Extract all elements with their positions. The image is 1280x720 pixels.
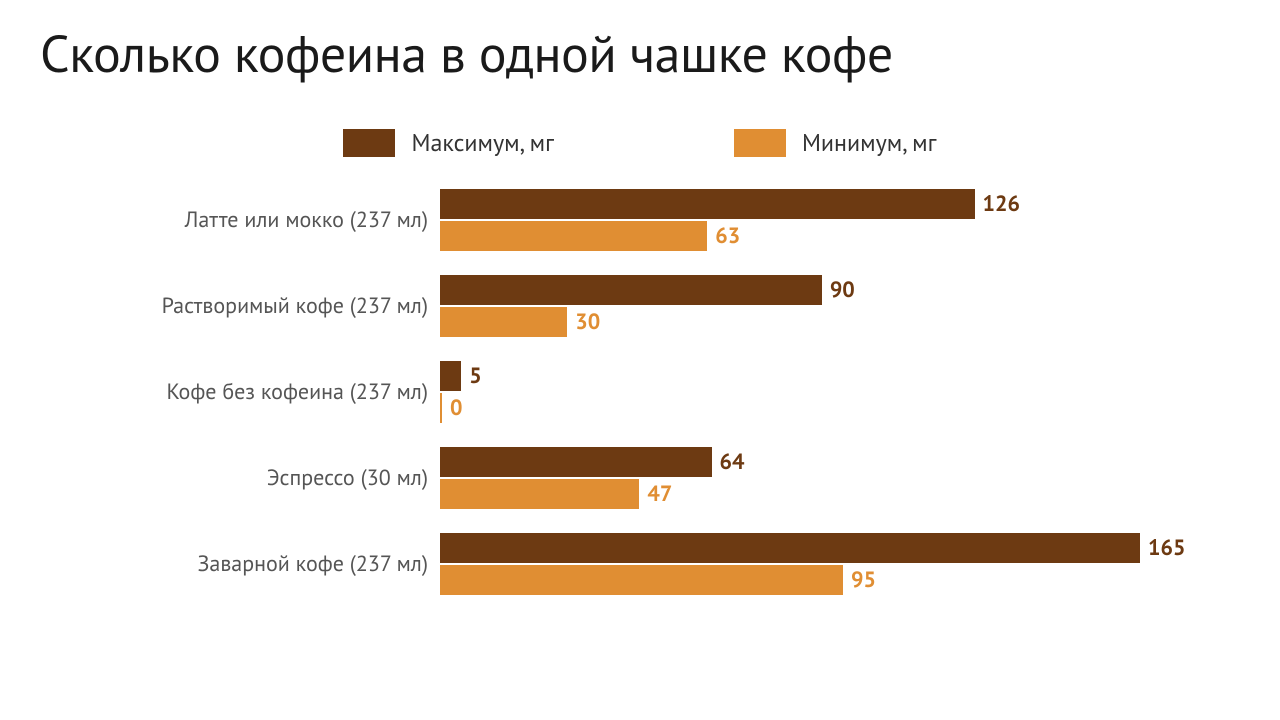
category-label: Растворимый кофе (237 мл) [60, 292, 440, 320]
bars-group: 165 95 [440, 532, 1240, 596]
chart-title: Сколько кофеина в одной чашке кофе [40, 20, 1240, 87]
bar-value-min: 30 [575, 308, 600, 336]
chart-row: Латте или мокко (237 мл) 126 63 [60, 188, 1240, 252]
category-label: Латте или мокко (237 мл) [60, 206, 440, 234]
bar-min [440, 393, 442, 423]
legend-swatch-min [734, 129, 786, 157]
bar-value-max: 126 [983, 190, 1020, 218]
legend: Максимум, мг Минимум, мг [40, 127, 1240, 158]
legend-label-max: Максимум, мг [411, 127, 553, 158]
bar-value-max: 165 [1148, 534, 1185, 562]
bar-value-min: 47 [647, 480, 672, 508]
bar-max [440, 275, 822, 305]
bar-max [440, 533, 1140, 563]
legend-item-max: Максимум, мг [343, 127, 553, 158]
bars-group: 90 30 [440, 274, 1240, 338]
category-label: Кофе без кофеина (237 мл) [60, 378, 440, 406]
chart-row: Кофе без кофеина (237 мл)50 [60, 360, 1240, 424]
bar-min [440, 307, 567, 337]
bar-value-max: 64 [720, 448, 745, 476]
chart-row: Заварной кофе (237 мл) 165 95 [60, 532, 1240, 596]
legend-swatch-max [343, 129, 395, 157]
bar-min [440, 221, 707, 251]
category-label: Эспрессо (30 мл) [60, 464, 440, 492]
bar-value-max: 5 [469, 362, 481, 390]
chart-row: Эспрессо (30 мл) 64 47 [60, 446, 1240, 510]
bars-group: 126 63 [440, 188, 1240, 252]
bar-min [440, 565, 843, 595]
legend-item-min: Минимум, мг [734, 127, 937, 158]
bar-max [440, 189, 975, 219]
bar-value-min: 0 [450, 394, 462, 422]
bar-value-min: 63 [715, 222, 740, 250]
chart-row: Растворимый кофе (237 мл) 90 30 [60, 274, 1240, 338]
bars-group: 50 [440, 360, 1240, 424]
bar-max [440, 447, 712, 477]
category-label: Заварной кофе (237 мл) [60, 550, 440, 578]
legend-label-min: Минимум, мг [802, 127, 937, 158]
bar-chart: Латте или мокко (237 мл) 126 63 Растворимый… [40, 188, 1240, 596]
bar-min [440, 479, 639, 509]
bars-group: 64 47 [440, 446, 1240, 510]
bar-value-min: 95 [851, 566, 876, 594]
bar-max [440, 361, 461, 391]
bar-value-max: 90 [830, 276, 855, 304]
